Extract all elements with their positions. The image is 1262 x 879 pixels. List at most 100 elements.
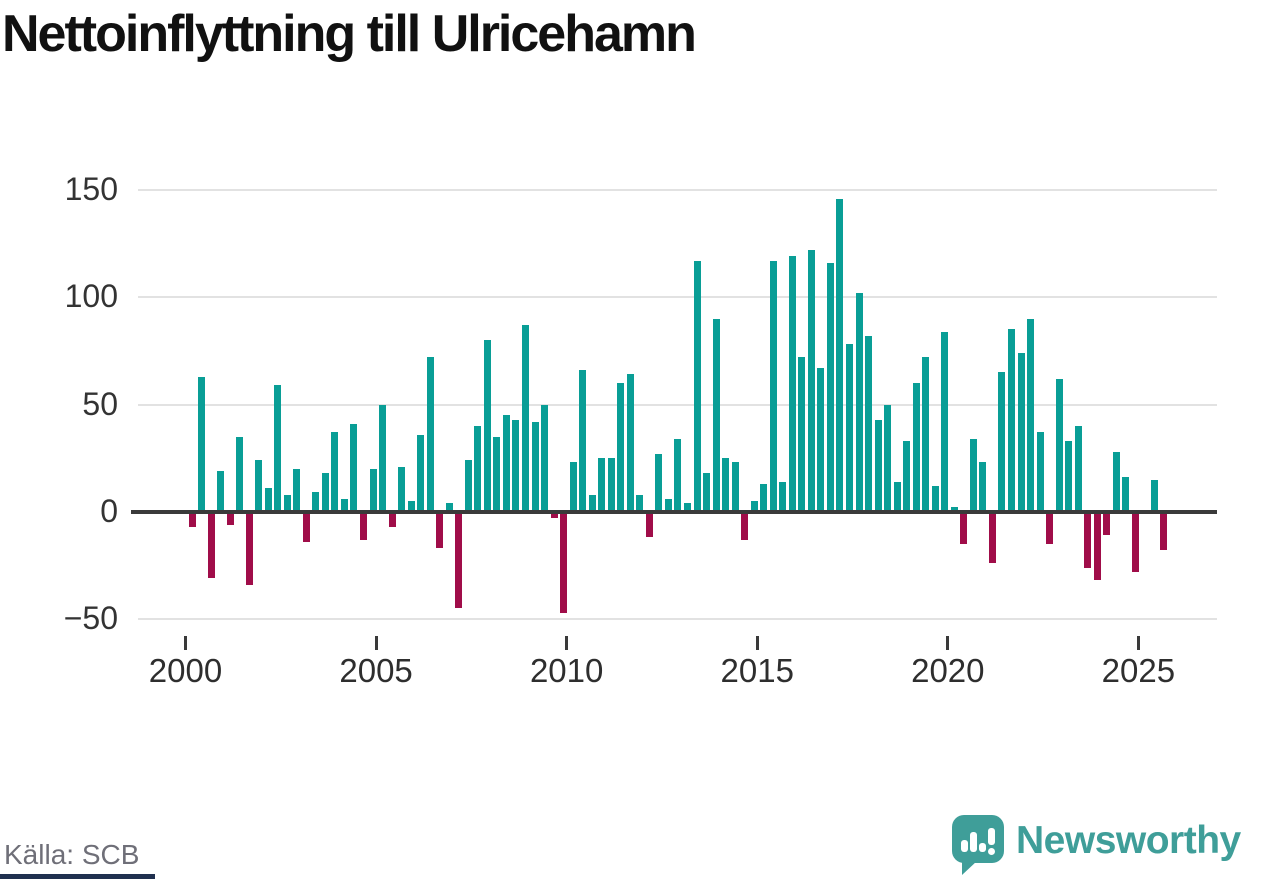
bar-2025-q3 xyxy=(1160,511,1168,551)
bar-2006-q4 xyxy=(445,503,453,512)
bar-2023-q2 xyxy=(1074,425,1082,512)
bar-2008-q3 xyxy=(512,419,520,512)
bar-2007-q2 xyxy=(464,460,472,512)
bar-2012-q4 xyxy=(674,438,682,512)
bar-2005-q1 xyxy=(379,404,387,512)
gridline-50 xyxy=(138,403,1217,406)
bar-2003-q3 xyxy=(321,473,329,512)
bar-2007-q3 xyxy=(474,425,482,512)
y-axis-label-150: 150 xyxy=(64,171,118,207)
bar-2006-q3 xyxy=(436,511,444,549)
logo-bar-icon xyxy=(970,832,977,852)
bar-2011-q1 xyxy=(607,458,615,512)
bar-2014-q4 xyxy=(750,501,758,512)
zero-axis-line xyxy=(131,509,1217,514)
y-axis-label-50: 50 xyxy=(82,385,118,422)
bar-2002-q1 xyxy=(264,488,272,512)
bar-2009-q2 xyxy=(541,404,549,512)
bar-2015-q4 xyxy=(788,256,796,512)
bar-2000-q3 xyxy=(207,511,215,579)
newsworthy-wordmark: Newsworthy xyxy=(1016,819,1241,862)
gridline-100 xyxy=(138,296,1217,299)
bar-2013-q3 xyxy=(703,473,711,512)
y-axis-label--50: −50 xyxy=(63,600,118,636)
bar-2011-q3 xyxy=(626,374,634,512)
bar-2024-q1 xyxy=(1103,511,1111,536)
bar-2009-q1 xyxy=(531,421,539,512)
bar-2001-q1 xyxy=(226,511,234,525)
speech-bubble-tail-icon xyxy=(962,861,977,875)
bar-2019-q3 xyxy=(931,486,939,512)
bar-2019-q2 xyxy=(922,357,930,512)
bar-2018-q3 xyxy=(893,481,901,512)
bar-2022-q3 xyxy=(1046,511,1054,544)
bar-2022-q4 xyxy=(1055,378,1063,512)
bar-2004-q3 xyxy=(360,511,368,540)
bar-2013-q1 xyxy=(684,503,691,512)
bar-2023-q3 xyxy=(1084,511,1092,568)
bar-2003-q1 xyxy=(302,511,310,542)
bar-2012-q3 xyxy=(664,498,672,512)
x-axis-label-2000: 2000 xyxy=(148,652,223,689)
bar-2001-q4 xyxy=(255,460,263,512)
bar-2009-q4 xyxy=(560,511,568,613)
bar-2001-q2 xyxy=(236,436,244,512)
bar-2006-q1 xyxy=(417,434,425,512)
bar-2018-q1 xyxy=(874,419,882,512)
bar-2025-q2 xyxy=(1150,479,1158,512)
bar-2015-q3 xyxy=(779,481,787,512)
bar-2007-q4 xyxy=(483,340,491,512)
bar-2020-q4 xyxy=(979,462,987,512)
bar-2002-q2 xyxy=(274,385,282,512)
x-axis-label-2015: 2015 xyxy=(720,652,794,689)
x-axis-label-2025: 2025 xyxy=(1101,652,1176,689)
bar-2022-q1 xyxy=(1027,318,1035,512)
bar-2021-q4 xyxy=(1017,353,1025,512)
bar-2018-q2 xyxy=(884,404,892,512)
x-axis-label-2010: 2010 xyxy=(529,652,604,689)
bar-2020-q2 xyxy=(960,511,968,544)
bar-2016-q2 xyxy=(807,250,815,512)
bar-2016-q4 xyxy=(826,262,834,512)
bar-2021-q3 xyxy=(1007,329,1015,512)
bar-2011-q2 xyxy=(617,383,625,512)
bar-2019-q4 xyxy=(941,331,949,512)
bar-2017-q1 xyxy=(836,198,844,512)
bar-2017-q3 xyxy=(855,292,863,512)
bar-2017-q4 xyxy=(865,335,873,512)
logo-bar-icon xyxy=(979,843,986,852)
x-axis-tick-2010 xyxy=(565,636,569,650)
bar-2005-q4 xyxy=(407,501,415,512)
bar-2005-q3 xyxy=(398,466,406,512)
bar-2013-q4 xyxy=(712,318,720,512)
logo-exclamation-dot-icon xyxy=(988,848,995,855)
bar-2016-q1 xyxy=(798,357,806,512)
source-label: Källa: SCB xyxy=(4,839,140,870)
gridline--50 xyxy=(138,618,1217,620)
bar-2010-q2 xyxy=(579,370,587,512)
bar-2002-q3 xyxy=(283,494,291,512)
bar-2003-q2 xyxy=(312,492,320,512)
bar-2008-q2 xyxy=(502,415,510,512)
bar-2024-q2 xyxy=(1112,451,1120,512)
bar-2019-q1 xyxy=(912,383,920,512)
x-axis-label-2020: 2020 xyxy=(911,652,985,689)
bar-2020-q3 xyxy=(969,438,977,512)
x-axis-label-2005: 2005 xyxy=(339,652,413,689)
bar-2000-q1 xyxy=(188,511,196,527)
bar-2003-q4 xyxy=(331,432,339,512)
chart-title: Nettoinflyttning till Ulricehamn xyxy=(2,5,697,63)
bar-2018-q4 xyxy=(903,440,911,512)
x-axis-tick-2025 xyxy=(1136,636,1140,650)
bar-2009-q3 xyxy=(550,511,558,519)
bar-2004-q4 xyxy=(369,468,377,512)
bar-2001-q3 xyxy=(245,511,253,585)
footer-strip xyxy=(0,874,155,879)
bar-2011-q4 xyxy=(636,494,644,512)
bar-2006-q2 xyxy=(426,357,434,512)
bar-2010-q3 xyxy=(588,494,596,512)
newsworthy-logo-icon xyxy=(952,815,1004,863)
x-axis-tick-2015 xyxy=(755,636,759,650)
bar-2020-q1 xyxy=(950,507,958,512)
